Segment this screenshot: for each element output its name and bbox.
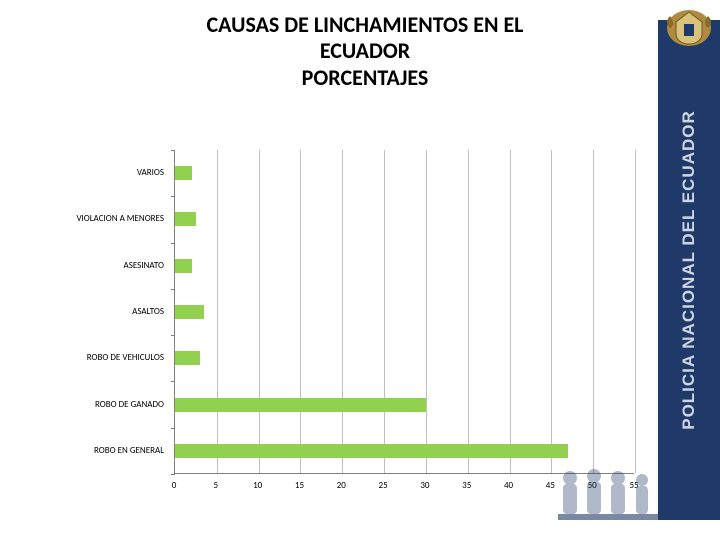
category-label: ROBO DE VEHICULOS	[8, 352, 168, 363]
x-tick-label: 35	[462, 480, 471, 491]
bar-row	[175, 150, 634, 196]
category-label: ROBO DE GANADO	[8, 399, 168, 410]
bar-row	[175, 381, 634, 427]
plot-area	[174, 150, 634, 474]
sidebar-inner: POLICIA NACIONAL DEL ECUADOR	[664, 26, 714, 514]
x-tick-label: 25	[379, 480, 388, 491]
gridline	[635, 150, 636, 473]
y-tick	[171, 196, 175, 197]
bar	[175, 259, 192, 273]
chart-title: CAUSAS DE LINCHAMIENTOS EN EL ECUADOR PO…	[160, 12, 570, 91]
category-label: ASALTOS	[8, 306, 168, 317]
x-tick-label: 10	[253, 480, 262, 491]
bar	[175, 212, 196, 226]
x-tick-label: 30	[420, 480, 429, 491]
y-tick	[171, 474, 175, 475]
bar-row	[175, 243, 634, 289]
bar-row	[175, 196, 634, 242]
y-tick	[171, 428, 175, 429]
bar-row	[175, 289, 634, 335]
slide: { "title": { "lines": [ "CAUSAS DE LINCH…	[0, 0, 720, 540]
footer-people-silhouette-icon	[550, 460, 660, 520]
bar-row	[175, 335, 634, 381]
category-label: ASESINATO	[8, 260, 168, 271]
y-tick	[171, 289, 175, 290]
y-tick	[171, 381, 175, 382]
x-tick-label: 20	[337, 480, 346, 491]
x-tick-label: 0	[172, 480, 177, 491]
category-label: VARIOS	[8, 167, 168, 178]
category-label: ROBO EN GENERAL	[8, 445, 168, 456]
chart-title-line3: PORCENTAJES	[160, 65, 570, 91]
chart-title-line1: CAUSAS DE LINCHAMIENTOS EN EL	[160, 12, 570, 38]
institution-sidebar: POLICIA NACIONAL DEL ECUADOR	[658, 20, 720, 520]
emblem-icon	[662, 6, 716, 50]
bar	[175, 444, 568, 458]
bar	[175, 305, 204, 319]
y-tick	[171, 335, 175, 336]
x-tick-label: 40	[504, 480, 513, 491]
institution-name: POLICIA NACIONAL DEL ECUADOR	[679, 110, 699, 430]
x-tick-label: 15	[295, 480, 304, 491]
bar-chart: 0510152025303540455055VARIOSVIOLACION A …	[14, 150, 634, 510]
chart-title-line2: ECUADOR	[160, 38, 570, 64]
y-tick	[171, 243, 175, 244]
bar	[175, 398, 426, 412]
y-tick	[171, 150, 175, 151]
x-tick-label: 5	[214, 480, 219, 491]
bar	[175, 351, 200, 365]
category-label: VIOLACION A MENORES	[8, 213, 168, 224]
bar	[175, 166, 192, 180]
